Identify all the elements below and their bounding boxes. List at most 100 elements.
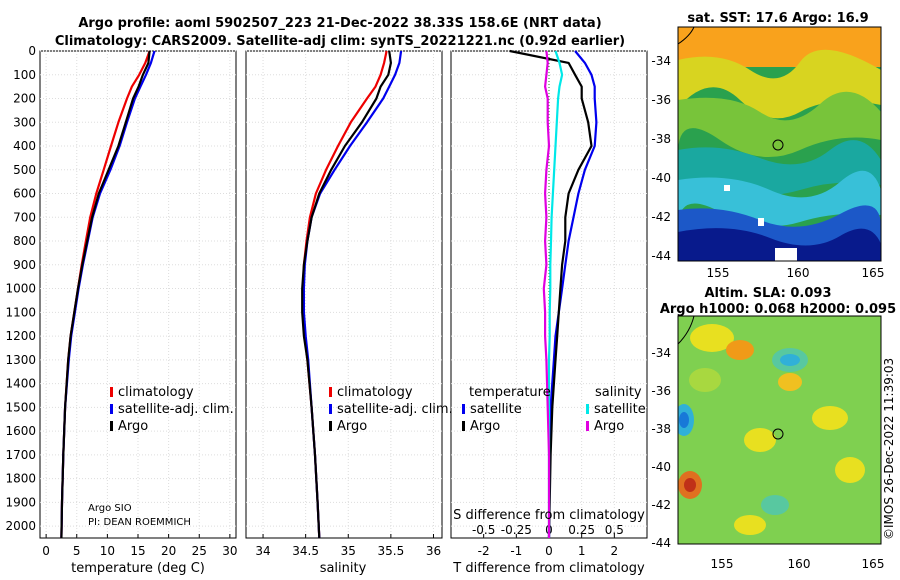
legend-label-climatology: climatology [337, 385, 413, 400]
x-tick-label: 1 [578, 544, 586, 558]
x-tick-label: 35 [341, 544, 356, 558]
sst-map-title: sat. SST: 17.6 Argo: 16.9 [687, 11, 868, 26]
sst-lon-tick: 155 [707, 266, 730, 280]
s-tick-label: -0.25 [501, 523, 532, 537]
depth-tick-label: 1700 [5, 448, 36, 462]
legend-swatch-argo [110, 421, 113, 431]
sst-lon-tick: 160 [787, 266, 810, 280]
depth-tick-label: 1800 [5, 472, 36, 486]
legend-label-satellite: satellite-adj. clim. [118, 402, 234, 417]
sla-lon-tick: 160 [788, 557, 811, 571]
series-line-temperature-satellite [547, 50, 598, 539]
sla-lat-tick: -42 [651, 498, 671, 512]
depth-tick-label: 100 [13, 68, 36, 82]
legend-swatch-sal-satellite [586, 404, 589, 414]
sla-lat-ticks: -34 -36 -38 -40 -42 -44 [651, 346, 671, 550]
depth-tick-label: 300 [13, 115, 36, 129]
depth-tick-label: 400 [13, 139, 36, 153]
sla-lon-tick: 155 [711, 557, 734, 571]
depth-tick-label: 800 [13, 234, 36, 248]
difference-legend: temperature satellite Argo salinity sate… [462, 385, 646, 434]
sst-lat-ticks: -34 -36 -38 -40 -42 -44 [651, 54, 671, 263]
legend-title-salinity: salinity [595, 385, 642, 400]
series-line-temperature-argo [509, 49, 593, 539]
x-tick-label: 15 [130, 544, 145, 558]
float-pi-label: PI: DEAN ROEMMICH [88, 517, 191, 528]
salinity-panel [245, 50, 443, 539]
depth-tick-label: 1100 [5, 305, 36, 319]
s-difference-xlabel: S difference from climatology [453, 508, 645, 523]
sla-lat-tick: -38 [651, 422, 671, 436]
depth-tick-label: 600 [13, 187, 36, 201]
sst-lat-tick: -34 [651, 54, 671, 68]
legend-label-temp-satellite: satellite [470, 402, 522, 417]
sla-map-title-line1: Altim. SLA: 0.093 [705, 286, 832, 301]
depth-tick-label: 1200 [5, 329, 36, 343]
x-tick-label: 0 [42, 544, 50, 558]
depth-tick-label: 0 [28, 44, 36, 58]
sst-lat-tick: -40 [651, 171, 671, 185]
legend-swatch-temp-argo [462, 421, 465, 431]
sst-lat-tick: -44 [651, 249, 671, 263]
difference-xlabel: T difference from climatology [452, 561, 645, 576]
legend-label-climatology: climatology [118, 385, 194, 400]
legend-label-temp-argo: Argo [470, 419, 500, 434]
sla-lat-tick: -36 [651, 384, 671, 398]
legend-label-sal-satellite: satellite [594, 402, 646, 417]
depth-tick-label: 900 [13, 258, 36, 272]
sla-map [678, 316, 881, 544]
s-tick-label: -0.5 [472, 523, 495, 537]
depth-tick-label: 1000 [5, 282, 36, 296]
depth-tick-label: 1400 [5, 377, 36, 391]
legend-label-argo: Argo [337, 419, 367, 434]
depth-tick-label: 1500 [5, 400, 36, 414]
depth-tick-label: 500 [13, 163, 36, 177]
sst-lat-tick: -36 [651, 93, 671, 107]
depth-tick-label: 200 [13, 92, 36, 106]
s-tick-label: 0.5 [605, 523, 624, 537]
sst-lat-tick: -38 [651, 132, 671, 146]
legend-label-argo: Argo [118, 419, 148, 434]
temperature-legend: climatology satellite-adj. clim. Argo [110, 385, 234, 434]
legend-swatch-temp-satellite [462, 404, 465, 414]
legend-swatch-climatology [329, 387, 332, 397]
legend-label-sal-argo: Argo [594, 419, 624, 434]
x-tick-label: 5 [73, 544, 81, 558]
s-tick-label: 0.25 [568, 523, 595, 537]
x-tick-label: 20 [161, 544, 176, 558]
x-tick-label: 25 [192, 544, 207, 558]
float-owner-label: Argo SIO [88, 503, 132, 514]
legend-title-temperature: temperature [469, 385, 551, 400]
series-line-salinity-satellite [547, 50, 564, 538]
argo-position-marker [772, 428, 784, 440]
x-tick-label: 35.5 [378, 544, 405, 558]
x-tick-label: -2 [478, 544, 490, 558]
x-tick-label: 34 [255, 544, 270, 558]
sla-lon-tick: 165 [862, 557, 885, 571]
legend-label-satellite: satellite-adj. clim. [337, 402, 453, 417]
sla-lon-ticks: 155 160 165 [711, 557, 885, 571]
sla-map-frame [677, 315, 882, 545]
timestamp: ©IMOS 26-Dec-2022 11:39:03 [882, 358, 896, 540]
sst-lat-tick: -42 [651, 210, 671, 224]
sst-map-frame [677, 26, 882, 262]
x-tick-label: -1 [510, 544, 522, 558]
legend-swatch-argo [329, 421, 332, 431]
legend-swatch-satellite [110, 404, 113, 414]
sla-lat-tick: -40 [651, 460, 671, 474]
x-tick-label: 2 [611, 544, 619, 558]
x-tick-label: 36 [426, 544, 441, 558]
legend-swatch-climatology [110, 387, 113, 397]
legend-swatch-sal-argo [586, 421, 589, 431]
x-tick-label: 34.5 [292, 544, 319, 558]
sla-lat-tick: -34 [651, 346, 671, 360]
sst-map [678, 27, 881, 261]
sst-lon-ticks: 155 160 165 [707, 266, 885, 280]
sla-map-title-line2: Argo h1000: 0.068 h2000: 0.095 [660, 302, 896, 317]
legend-swatch-satellite [329, 404, 332, 414]
depth-tick-label: 700 [13, 210, 36, 224]
x-tick-label: 10 [100, 544, 115, 558]
temperature-xlabel: temperature (deg C) [71, 561, 205, 576]
depth-tick-label: 1300 [5, 353, 36, 367]
